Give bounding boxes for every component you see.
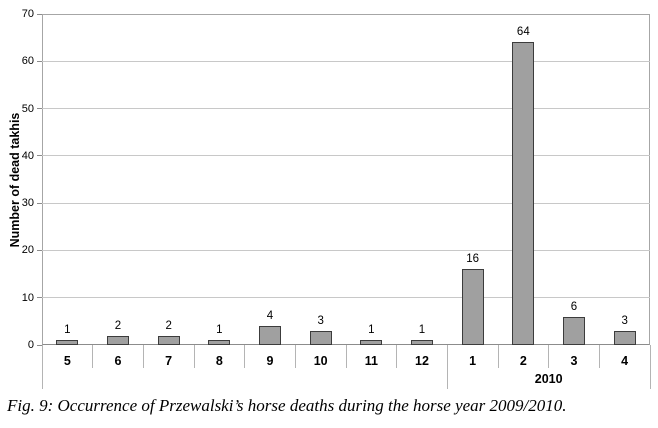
- bar-value-label: 4: [266, 310, 274, 323]
- y-axis-tick: [37, 155, 42, 157]
- bar-value-label: 3: [621, 314, 628, 327]
- x-axis-category-tick: [396, 345, 398, 368]
- y-axis-tick: [37, 344, 42, 346]
- y-axis-tick: [37, 108, 42, 110]
- bar: [512, 42, 535, 345]
- x-axis-month-label: 9: [266, 354, 274, 368]
- y-axis-title: Number of dead takhis: [8, 112, 22, 248]
- x-axis-month-label: 10: [313, 354, 328, 368]
- bar: [107, 335, 129, 345]
- plot-area: [42, 14, 650, 345]
- x-axis-month-label: 7: [165, 354, 173, 368]
- y-axis-tick: [37, 297, 42, 299]
- x-axis-category-tick: [142, 345, 144, 368]
- y-axis-tick-label: 30: [21, 197, 34, 210]
- x-axis-category-tick: [294, 345, 296, 368]
- bar: [208, 340, 231, 345]
- bar-value-label: 1: [216, 324, 223, 337]
- x-axis-category-tick: [244, 345, 246, 368]
- bar-value-label: 64: [516, 26, 530, 39]
- bar-value-label: 1: [368, 324, 375, 337]
- bar: [259, 326, 281, 345]
- bar: [157, 335, 180, 345]
- x-axis-month-label: 6: [114, 354, 122, 368]
- x-axis-category-tick: [548, 345, 550, 368]
- bar-value-label: 6: [570, 300, 578, 313]
- bar: [461, 269, 484, 345]
- y-axis-tick-label: 20: [21, 244, 34, 257]
- x-axis-month-label: 1: [469, 354, 477, 368]
- y-axis-tick-label: 0: [27, 339, 34, 351]
- bar-value-label: 2: [165, 319, 172, 332]
- x-axis-category-tick: [193, 345, 195, 368]
- bar: [563, 316, 585, 345]
- bar-value-label: 1: [64, 324, 71, 337]
- y-axis-tick-label: 70: [21, 8, 34, 20]
- y-axis-tick-label: 40: [21, 149, 34, 162]
- y-axis-tick: [37, 60, 42, 62]
- bar: [613, 330, 636, 345]
- y-gridline: [42, 108, 650, 110]
- x-axis-year-divider: [41, 345, 43, 389]
- x-axis-year-label: 2010: [534, 372, 563, 386]
- x-axis-month-label: 8: [215, 354, 223, 368]
- x-axis-category-tick: [598, 345, 600, 368]
- x-axis-month-label: 4: [621, 354, 629, 368]
- x-axis-category-tick: [497, 345, 499, 368]
- x-axis-month-label: 11: [364, 354, 378, 368]
- y-gridline: [42, 249, 650, 251]
- y-gridline: [42, 297, 650, 299]
- figure-caption: Fig. 9: Occurrence of Przewalski’s horse…: [7, 396, 567, 415]
- y-gridline: [42, 202, 650, 204]
- y-gridline: [42, 60, 650, 62]
- y-axis-tick: [37, 249, 42, 251]
- x-axis-category-tick: [92, 345, 94, 368]
- x-axis-month-label: 3: [570, 354, 578, 368]
- bar: [411, 340, 433, 345]
- bar: [360, 340, 383, 345]
- x-axis-month-label: 12: [415, 354, 429, 368]
- bar-value-label: 1: [418, 324, 426, 337]
- y-axis-tick: [37, 202, 42, 204]
- x-axis-year-divider: [649, 345, 651, 389]
- y-gridline: [42, 155, 650, 157]
- y-axis-tick-label: 50: [21, 102, 34, 115]
- y-axis-tick: [37, 13, 42, 15]
- bar-value-label: 3: [317, 314, 324, 327]
- y-axis-tick-label: 60: [21, 55, 34, 68]
- x-axis-year-divider: [446, 345, 448, 389]
- bar-value-label: 2: [114, 319, 122, 332]
- bar: [56, 340, 79, 345]
- x-axis-category-tick: [345, 345, 347, 368]
- bar: [309, 330, 332, 345]
- y-axis-tick-label: 10: [21, 291, 34, 304]
- x-axis-month-label: 2: [519, 354, 527, 368]
- x-axis-month-label: 5: [63, 354, 71, 368]
- bar-value-label: 16: [466, 253, 480, 266]
